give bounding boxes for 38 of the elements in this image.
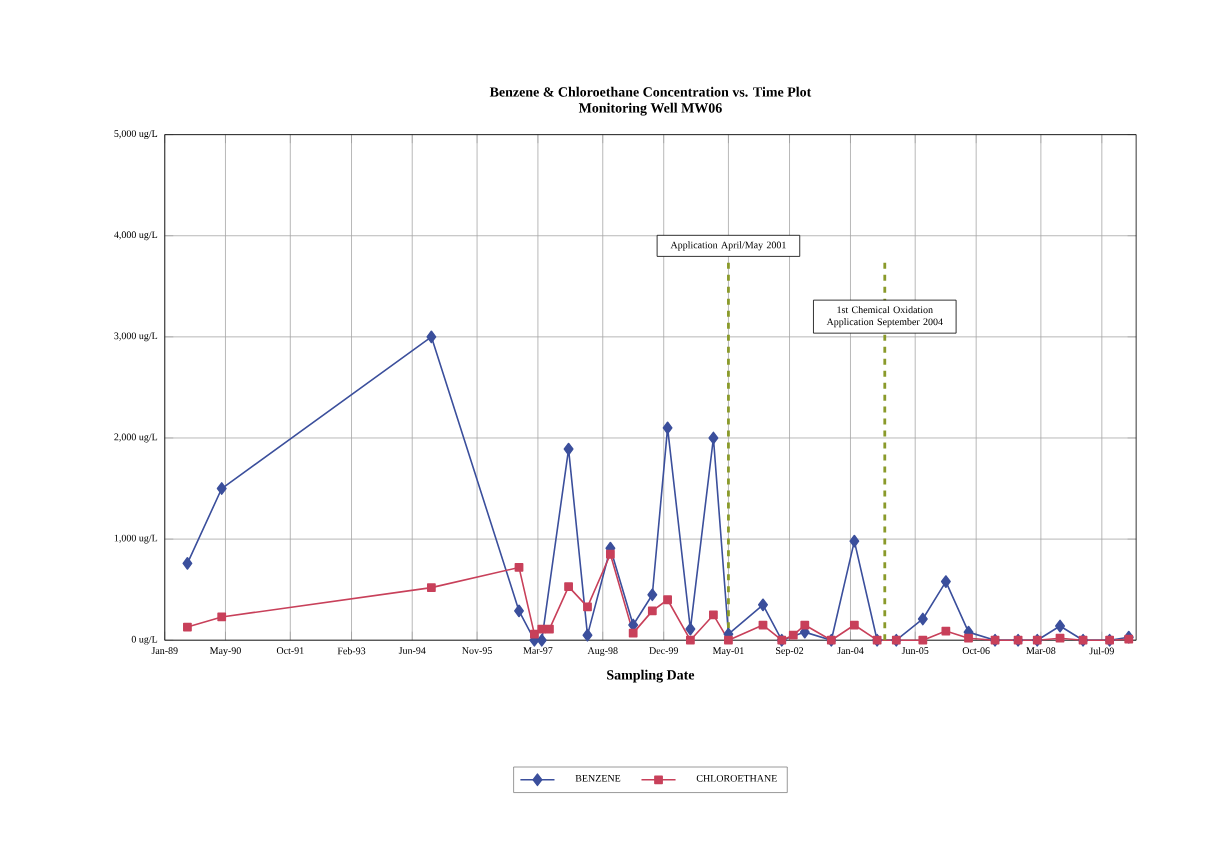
point	[582, 628, 593, 642]
point	[1055, 633, 1065, 643]
point	[940, 575, 951, 588]
point	[182, 556, 193, 570]
point	[757, 598, 768, 612]
point	[426, 330, 437, 344]
point	[685, 635, 695, 645]
point	[662, 421, 673, 435]
point	[647, 588, 658, 602]
point	[663, 595, 672, 605]
point	[514, 562, 524, 572]
point	[217, 612, 227, 622]
point	[564, 582, 573, 591]
point	[685, 622, 696, 636]
point	[918, 635, 928, 645]
point	[647, 606, 657, 616]
point	[964, 633, 973, 643]
point	[536, 633, 547, 647]
point	[183, 622, 192, 632]
point	[530, 629, 539, 639]
point	[563, 442, 574, 456]
point	[583, 602, 592, 612]
point	[1055, 619, 1066, 633]
point	[800, 620, 810, 630]
point	[628, 628, 638, 638]
point	[724, 635, 733, 645]
point	[941, 626, 951, 636]
point	[514, 604, 524, 618]
point	[426, 583, 436, 592]
point	[605, 549, 615, 559]
point	[708, 431, 719, 445]
point	[216, 482, 227, 495]
point	[849, 534, 860, 548]
point	[917, 612, 928, 626]
point	[545, 624, 554, 634]
point	[788, 630, 798, 640]
point	[709, 610, 718, 620]
point	[849, 620, 859, 630]
